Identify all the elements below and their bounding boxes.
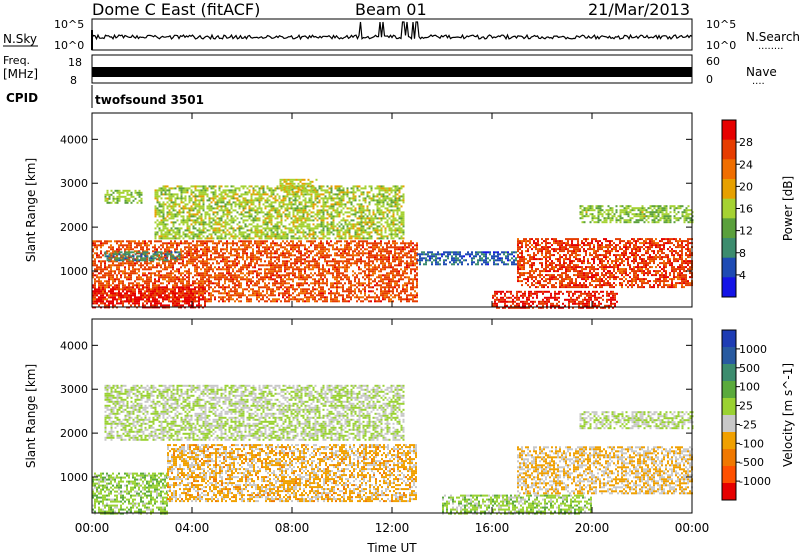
velocity-colorbar-frame [721,329,737,501]
power-data-region [104,189,143,204]
power-data-region [517,238,693,289]
nave-tick-bottom: 0 [706,73,713,86]
time-axis-tick-label: 00:00 [75,521,110,535]
velocity-data-region [92,472,168,515]
power-data-region [279,178,318,193]
time-axis-tick-label: 12:00 [375,521,410,535]
power-data-region [92,286,206,309]
velocity-data-region [517,446,693,495]
velocity-colorbar-tick-label: -25 [739,418,757,431]
power-colorbar-segment [722,179,736,200]
power-y-tick-label: 3000 [60,177,88,190]
velocity-colorbar-segment [722,330,736,348]
nsearch-tick-bottom: 10^0 [706,39,736,52]
power-data-region [492,290,618,309]
nave-label: Nave [746,65,777,79]
date-title: 21/Mar/2013 [588,0,690,19]
freq-tick-bottom: 8 [70,74,77,87]
velocity-data-region [104,384,405,441]
power-colorbar-tick-label: 24 [739,158,753,171]
velocity-colorbar-segment [722,364,736,382]
freq-label-line2: [MHz] [3,67,38,81]
time-axis-title: Time UT [366,541,417,554]
velocity-colorbar-segment [722,415,736,433]
nave-tick-top: 60 [706,55,720,68]
time-axis-tick-label: 16:00 [475,521,510,535]
power-colorbar-segment [722,198,736,219]
velocity-colorbar-title: Velocity [m s^-1] [781,363,795,467]
power-colorbar-segment [722,238,736,259]
velocity-colorbar-segment [722,466,736,484]
velocity-y-tick-label: 2000 [60,427,88,440]
nsky-panel [91,18,693,51]
nsky-label: N.Sky [3,32,37,46]
power-colorbar-tick-label: 8 [739,247,746,260]
power-colorbar-tick-label: 16 [739,203,753,216]
power-y-tick-label: 1000 [60,265,88,278]
power-colorbar-segment [722,218,736,239]
velocity-colorbar-segment [722,347,736,365]
power-data-region [417,251,517,266]
power-y-axis-title: Slant Range [km] [24,158,38,262]
freq-nave-band [92,67,692,77]
time-axis-tick-label: 04:00 [175,521,210,535]
station-title: Dome C East (fitACF) [92,0,260,19]
power-colorbar-segment [722,120,736,141]
velocity-data-region [167,444,417,503]
cpid-value: twofsound 3501 [95,93,204,107]
time-axis-tick-label: 08:00 [275,521,310,535]
freq-tick-top: 18 [68,56,82,69]
power-colorbar-title: Power [dB] [781,176,795,241]
velocity-data-region [442,494,592,515]
power-colorbar-segment [722,277,736,298]
nsearch-label: N.Search [746,30,800,44]
power-colorbar-tick-label: 12 [739,225,753,238]
power-colorbar-segment [722,159,736,180]
velocity-colorbar-tick-label: 25 [739,400,753,413]
velocity-colorbar-segment [722,449,736,467]
power-y-tick-label: 2000 [60,221,88,234]
nsky-trace [91,21,693,50]
nsearch-tick-top: 10^5 [706,18,736,31]
power-colorbar-tick-label: 20 [739,180,753,193]
velocity-colorbar-tick-label: 500 [739,362,760,375]
power-panel: 1000 2000 3000 4000 Slant Range [km] 4 8 12 16 20… [24,112,795,309]
nsky-tick-top: 10^5 [54,18,84,31]
power-colorbar-segment [722,257,736,278]
velocity-colorbar-segment [722,483,736,501]
velocity-colorbar-tick-label: 1000 [739,343,767,356]
velocity-colorbar-tick-label: -100 [739,437,764,450]
power-colorbar-tick-label: 28 [739,136,753,149]
power-y-tick-label: 4000 [60,133,88,146]
time-axis-tick-label: 00:00 [675,521,710,535]
power-colorbar-segment [722,139,736,160]
velocity-colorbar-tick-label: -1000 [739,475,771,488]
cpid-label: CPID [6,91,38,105]
velocity-colorbar-segment [722,432,736,450]
velocity-colorbar-tick-label: 100 [739,381,760,394]
time-axis-tick-label: 20:00 [575,521,610,535]
power-data-region [104,251,181,262]
velocity-panel: 1000 2000 3000 4000 Slant Range [km] 1000 500 1… [24,318,795,515]
nave-dots: .... [752,76,765,87]
velocity-y-tick-label: 1000 [60,471,88,484]
time-axis: 00:00 04:00 08:00 12:00 16:00 20:00 00:00 [75,521,710,535]
velocity-y-tick-label: 4000 [60,339,88,352]
velocity-colorbar-tick-label: -500 [739,456,764,469]
velocity-y-axis-title: Slant Range [km] [24,364,38,468]
power-data-region [154,185,405,240]
power-colorbar-tick-label: 4 [739,269,746,282]
beam-title: Beam 01 [355,0,427,19]
freq-label-line1: Freq. [3,54,30,67]
velocity-colorbar-segment [722,381,736,399]
velocity-colorbar-segment [722,398,736,416]
nsky-tick-bottom: 10^0 [54,39,84,52]
velocity-data-region [579,411,694,430]
velocity-y-tick-label: 3000 [60,383,88,396]
nsearch-dots: ........ [758,41,783,52]
power-data-region [579,205,694,224]
